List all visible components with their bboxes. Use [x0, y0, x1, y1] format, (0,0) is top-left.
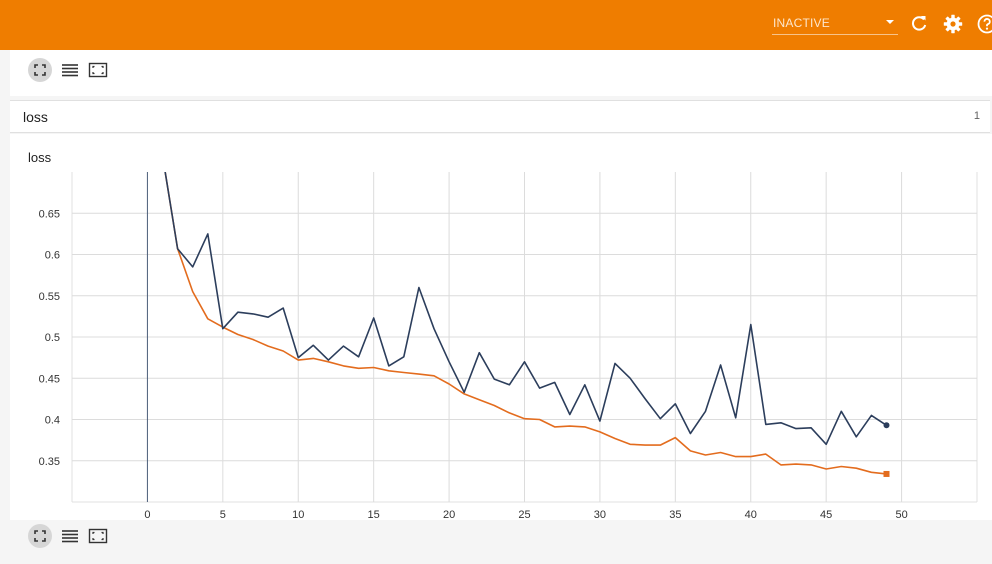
log-scale-icon[interactable] [58, 524, 82, 548]
series-line-raw [164, 172, 887, 446]
fit-domain-icon[interactable] [28, 524, 52, 548]
expand-icon[interactable] [86, 524, 110, 548]
series-end-marker-smoothed [883, 470, 890, 477]
x-tick-label: 50 [895, 509, 907, 520]
loss-chart-card: loss 0.35 0.4 0.45 0.5 0.55 0.6 0.65 0 5 10 15 20 2… [10, 134, 992, 520]
series-line-smoothed [164, 172, 887, 475]
run-status-select[interactable]: INACTIVE [772, 12, 898, 35]
refresh-icon[interactable] [908, 13, 930, 35]
x-tick-label: 0 [144, 509, 150, 520]
y-axis: 0.35 0.4 0.45 0.5 0.55 0.6 0.65 [39, 208, 60, 468]
x-tick-label: 15 [368, 509, 380, 520]
fit-domain-icon[interactable] [28, 58, 52, 82]
chart-title: loss [28, 150, 52, 165]
run-status-value: INACTIVE [773, 16, 830, 30]
x-tick-label: 5 [220, 509, 226, 520]
x-tick-label: 25 [518, 509, 530, 520]
top-bar: INACTIVE [0, 0, 992, 50]
y-tick-label: 0.5 [45, 332, 60, 344]
x-tick-label: 10 [292, 509, 304, 520]
tag-group-header[interactable]: loss 1 [10, 100, 990, 133]
series-end-marker-raw [883, 422, 890, 429]
x-tick-label: 35 [669, 509, 681, 520]
grid [71, 172, 978, 503]
y-tick-label: 0.65 [39, 208, 60, 220]
x-tick-label: 20 [443, 509, 455, 520]
x-tick-label: 30 [594, 509, 606, 520]
tag-group-count: 1 [973, 110, 980, 122]
log-scale-icon[interactable] [58, 58, 82, 82]
gear-icon[interactable] [942, 13, 964, 35]
y-tick-label: 0.55 [39, 291, 60, 303]
help-icon[interactable] [976, 13, 992, 35]
loss-chart[interactable]: 0.35 0.4 0.45 0.5 0.55 0.6 0.65 0 5 10 15 20 25 30 35… [10, 134, 992, 520]
x-axis: 0 5 10 15 20 25 30 35 40 45 50 [144, 509, 907, 520]
expand-icon[interactable] [86, 58, 110, 82]
y-tick-label: 0.6 [45, 250, 60, 262]
y-tick-label: 0.4 [45, 415, 60, 427]
series-layer [164, 172, 887, 475]
chart-toolbar-top [28, 58, 118, 82]
x-tick-label: 45 [820, 509, 832, 520]
chart-toolbar-bottom [28, 524, 118, 548]
chevron-down-icon [886, 20, 894, 24]
x-tick-label: 40 [745, 509, 757, 520]
tag-group-title: loss [23, 109, 48, 125]
previous-chart-card [10, 50, 992, 96]
y-tick-label: 0.35 [39, 456, 60, 468]
y-tick-label: 0.45 [39, 373, 60, 385]
